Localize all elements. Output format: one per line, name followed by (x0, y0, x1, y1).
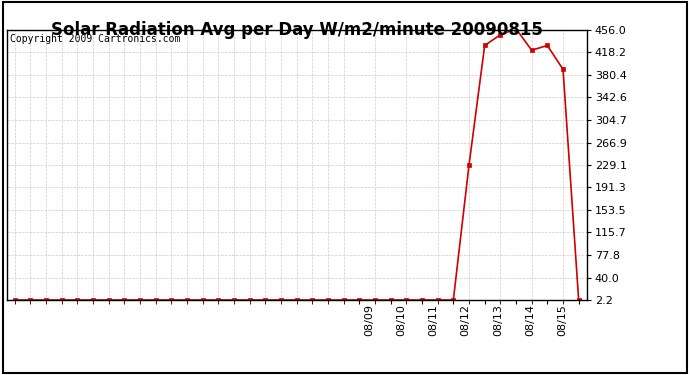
Text: Copyright 2009 Cartronics.com: Copyright 2009 Cartronics.com (10, 34, 180, 44)
Text: 08/09: 08/09 (364, 304, 374, 336)
Text: Solar Radiation Avg per Day W/m2/minute 20090815: Solar Radiation Avg per Day W/m2/minute … (51, 21, 542, 39)
Text: 08/10: 08/10 (396, 304, 406, 336)
Text: 08/12: 08/12 (461, 304, 471, 336)
Text: 08/13: 08/13 (493, 304, 503, 336)
Text: 08/11: 08/11 (428, 304, 439, 336)
Text: 08/14: 08/14 (525, 304, 535, 336)
Text: 08/15: 08/15 (558, 304, 567, 336)
